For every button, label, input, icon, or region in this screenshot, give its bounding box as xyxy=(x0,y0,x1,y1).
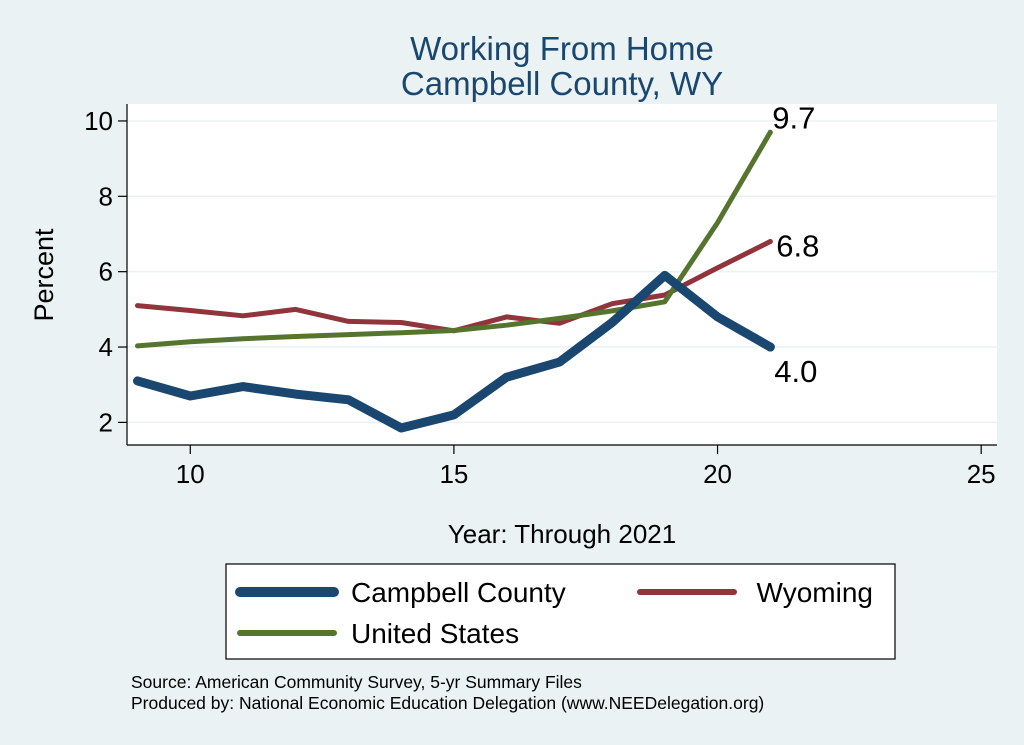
tick-marks: 2 4 6 8 10 10 15 20 25 xyxy=(84,106,996,489)
x-tick-label: 25 xyxy=(967,459,996,489)
y-tick-label: 4 xyxy=(99,332,113,362)
legend-label-wyoming: Wyoming xyxy=(757,577,873,608)
end-point-wyoming xyxy=(767,239,773,245)
series-lines xyxy=(133,129,775,433)
plot-area xyxy=(127,104,997,445)
y-tick-label: 8 xyxy=(99,181,113,211)
x-axis-label: Year: Through 2021 xyxy=(448,519,676,549)
end-label-united-states: 9.7 xyxy=(772,100,815,135)
chart-title: Working From Home xyxy=(410,30,714,67)
legend-label-campbell-county: Campbell County xyxy=(351,577,566,608)
series-line-united-states xyxy=(135,129,773,349)
y-axis-label: Percent xyxy=(29,228,59,322)
end-label-wyoming: 6.8 xyxy=(776,229,819,264)
x-tick-label: 10 xyxy=(176,459,205,489)
end-label-campbell-county: 4.0 xyxy=(774,354,817,389)
produced-note: Produced by: National Economic Education… xyxy=(131,693,764,713)
legend: Campbell County Wyoming United States xyxy=(235,577,873,649)
end-point-campbell-county xyxy=(765,342,775,352)
gridlines xyxy=(127,120,997,424)
source-note: Source: American Community Survey, 5-yr … xyxy=(131,672,582,692)
x-tick-label: 20 xyxy=(703,459,732,489)
end-point-united-states xyxy=(767,129,773,135)
axes xyxy=(126,104,997,446)
y-tick-label: 10 xyxy=(84,106,113,136)
series-line-campbell-county xyxy=(133,270,775,433)
x-tick-label: 15 xyxy=(439,459,468,489)
legend-label-united-states: United States xyxy=(351,618,519,649)
y-tick-label: 2 xyxy=(99,407,113,437)
legend-box xyxy=(225,563,896,660)
end-labels: 4.0 6.8 9.7 xyxy=(765,100,819,389)
chart-subtitle: Campbell County, WY xyxy=(401,65,723,102)
y-tick-label: 6 xyxy=(99,257,113,287)
